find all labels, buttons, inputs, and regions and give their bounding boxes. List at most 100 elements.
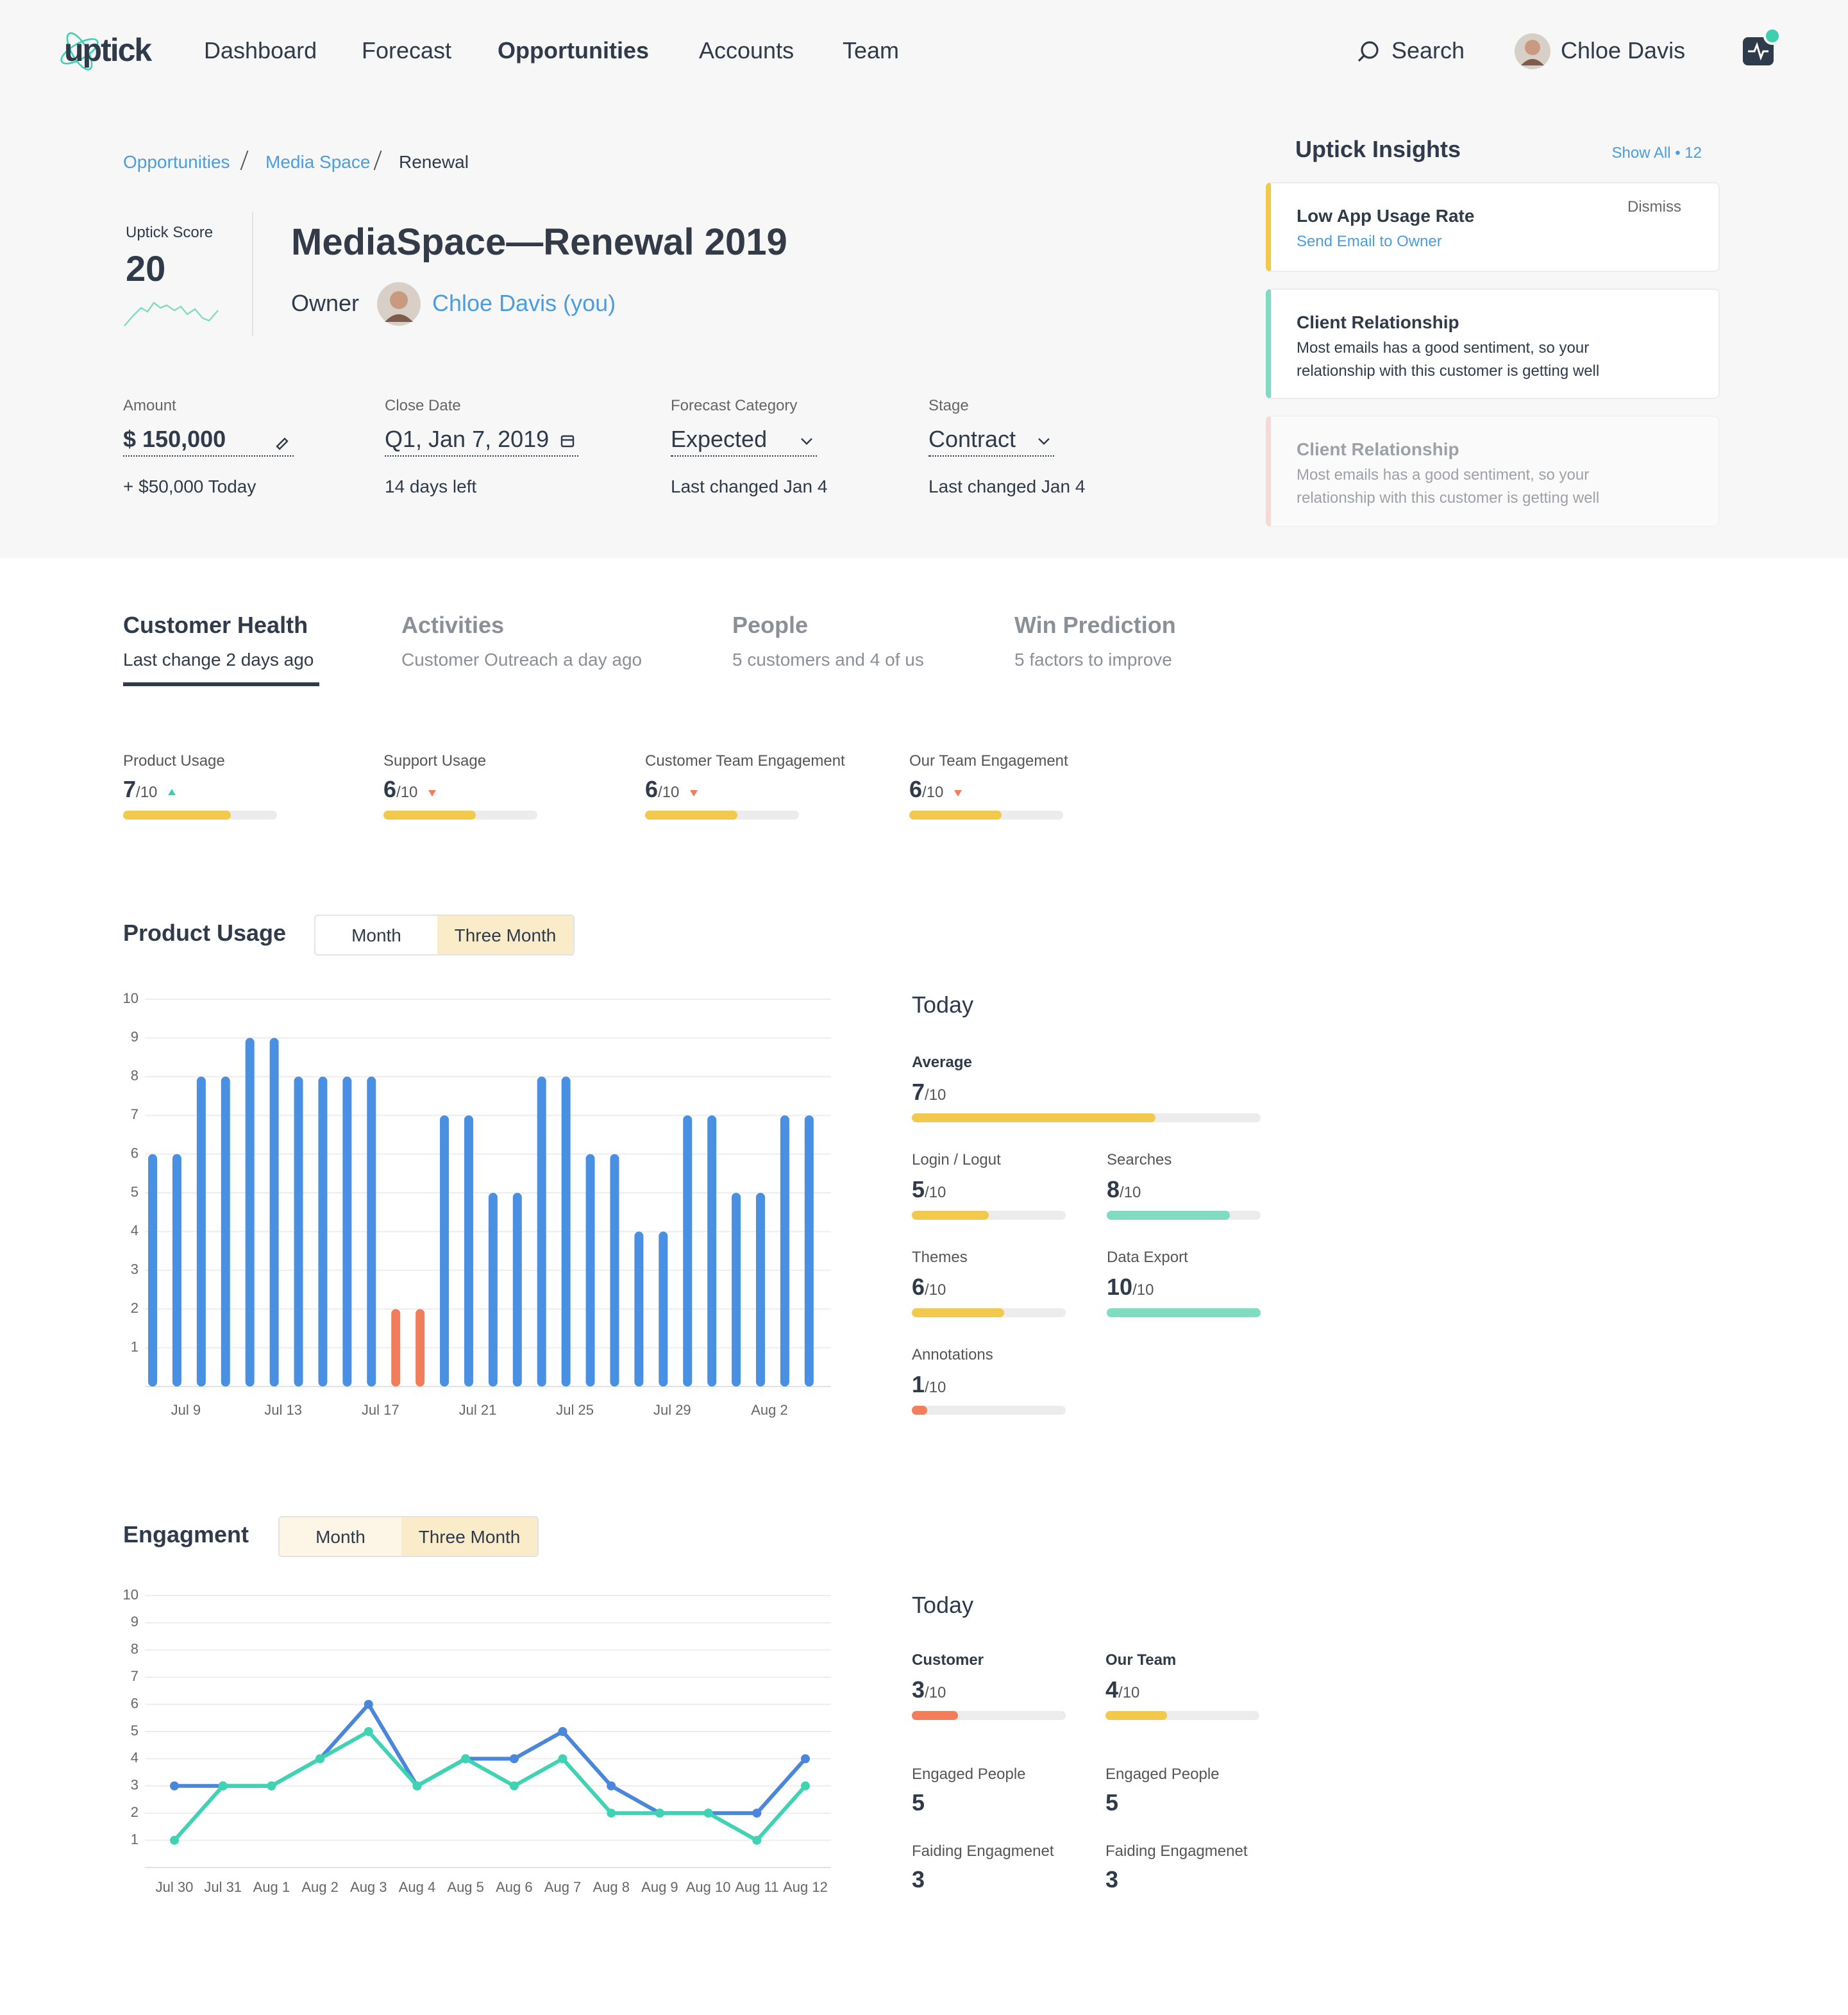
bar <box>756 1193 765 1387</box>
usage-label: Annotations <box>912 1345 993 1363</box>
tab-title[interactable]: Customer Health <box>123 612 308 638</box>
usage-bar-fill <box>912 1406 927 1415</box>
x-tick-label: Aug 9 <box>641 1879 678 1895</box>
nav-link[interactable]: Team <box>843 38 900 63</box>
stat-value: 3 <box>1105 1867 1119 1893</box>
nav-link[interactable]: Dashboard <box>204 38 317 63</box>
y-tick-label: 9 <box>131 1029 139 1045</box>
health-bar-fill <box>645 811 737 820</box>
toggle-option[interactable]: Month <box>280 1517 401 1556</box>
field-value[interactable]: Contract <box>928 426 1016 452</box>
search-button[interactable]: Search <box>1391 38 1465 63</box>
usage-bar-fill <box>912 1308 1004 1317</box>
usage-bar-track <box>912 1406 1066 1415</box>
health-score-value: 6 <box>645 777 659 802</box>
field-value[interactable]: $ 150,000 <box>123 426 226 452</box>
tab-title[interactable]: Activities <box>401 612 505 638</box>
x-tick-label: Jul 13 <box>264 1402 302 1418</box>
tab-subtitle: 5 customers and 4 of us <box>732 649 924 670</box>
usage-score-scale: /10 <box>1120 1183 1141 1201</box>
today-title: Today <box>912 992 974 1018</box>
bar <box>269 1038 279 1387</box>
insights-title: Uptick Insights <box>1295 137 1461 162</box>
series-point <box>509 1754 519 1764</box>
field-underline <box>123 455 294 457</box>
toggle-option[interactable]: Three Month <box>401 1517 537 1556</box>
tab-subtitle: Customer Outreach a day ago <box>401 649 643 670</box>
series-point <box>364 1727 373 1736</box>
x-tick-label: Jul 29 <box>653 1402 691 1418</box>
series-point <box>315 1754 325 1764</box>
health-score-scale: /10 <box>922 783 944 801</box>
engagement-label: Our Team <box>1105 1651 1177 1669</box>
tab-title[interactable]: People <box>732 612 809 638</box>
insight-card: Client Relationship Most emails has a goo… <box>1266 416 1720 527</box>
nav-link[interactable]: Forecast <box>362 38 452 63</box>
health-label: Support Usage <box>383 752 487 770</box>
x-tick-label: Jul 31 <box>204 1879 242 1895</box>
usage-score-value: 6 <box>912 1274 925 1300</box>
insight-text: Most emails has a good sentiment, so you… <box>1297 466 1600 507</box>
toggle-option[interactable]: Month <box>315 916 437 954</box>
owner-name[interactable]: Chloe Davis (you) <box>432 291 616 316</box>
health-score: 6/10 <box>645 777 679 804</box>
trend-arrow <box>168 789 176 795</box>
y-tick-label: 3 <box>131 1777 139 1793</box>
y-tick-label: 9 <box>131 1614 139 1630</box>
series-point <box>412 1781 422 1791</box>
insights-show-all[interactable]: Show All • 12 <box>1611 144 1702 162</box>
toggle-option[interactable]: Three Month <box>437 916 573 954</box>
breadcrumb-item: Renewal <box>399 151 469 172</box>
usage-score-value: 8 <box>1107 1177 1120 1202</box>
series-point <box>267 1781 276 1791</box>
field-value[interactable]: Expected <box>671 426 768 452</box>
activity-icon <box>1743 27 1781 65</box>
series-point <box>801 1754 810 1764</box>
usage-score-value: 1 <box>912 1372 925 1397</box>
tab-title[interactable]: Win Prediction <box>1014 612 1176 638</box>
insight-dismiss[interactable]: Dismiss <box>1627 198 1681 215</box>
health-score-scale: /10 <box>396 783 418 801</box>
bar <box>294 1076 303 1387</box>
bar <box>585 1154 595 1387</box>
bar <box>610 1154 619 1387</box>
engagement-bar-fill <box>912 1711 958 1720</box>
x-tick-label: Aug 3 <box>350 1879 387 1895</box>
bar <box>172 1154 181 1387</box>
insight-link[interactable]: Send Email to Owner <box>1297 232 1442 250</box>
series-point <box>703 1808 713 1818</box>
user-name[interactable]: Chloe Davis <box>1561 38 1686 63</box>
bar <box>561 1076 571 1387</box>
field-underline <box>928 455 1054 457</box>
section-title: Engagment <box>123 1522 249 1547</box>
y-tick-label: 5 <box>131 1723 139 1739</box>
bar <box>318 1076 328 1387</box>
nav-link[interactable]: Opportunities <box>498 38 649 63</box>
engagement-score-scale: /10 <box>1118 1683 1140 1701</box>
insight-title: Low App Usage Rate <box>1297 205 1475 226</box>
breadcrumb-item[interactable]: Opportunities <box>123 151 230 172</box>
nav-link[interactable]: Accounts <box>699 38 794 63</box>
x-tick-label: Aug 10 <box>686 1879 731 1895</box>
x-tick-label: Jul 17 <box>362 1402 399 1418</box>
y-tick-label: 8 <box>131 1641 139 1657</box>
x-tick-label: Aug 5 <box>447 1879 484 1895</box>
field-value[interactable]: Q1, Jan 7, 2019 <box>385 426 550 452</box>
bar <box>464 1115 473 1387</box>
today-title: Today <box>912 1592 974 1618</box>
bar <box>221 1076 230 1387</box>
usage-score: 8/10 <box>1107 1177 1141 1204</box>
y-tick-label: 4 <box>131 1749 139 1766</box>
breadcrumb-item[interactable]: Media Space <box>265 151 371 172</box>
x-tick-label: Aug 11 <box>735 1879 778 1895</box>
usage-score: 6/10 <box>912 1274 946 1301</box>
y-tick-label: 8 <box>131 1068 139 1084</box>
tab-subtitle: Last change 2 days ago <box>123 649 314 670</box>
engagement-label: Customer <box>912 1651 984 1669</box>
x-tick-label: Aug 12 <box>783 1879 828 1895</box>
field-note: Last changed Jan 4 <box>671 476 828 496</box>
field-note: 14 days left <box>385 476 477 496</box>
health-score-scale: /10 <box>136 783 158 801</box>
usage-label: Searches <box>1107 1151 1172 1168</box>
